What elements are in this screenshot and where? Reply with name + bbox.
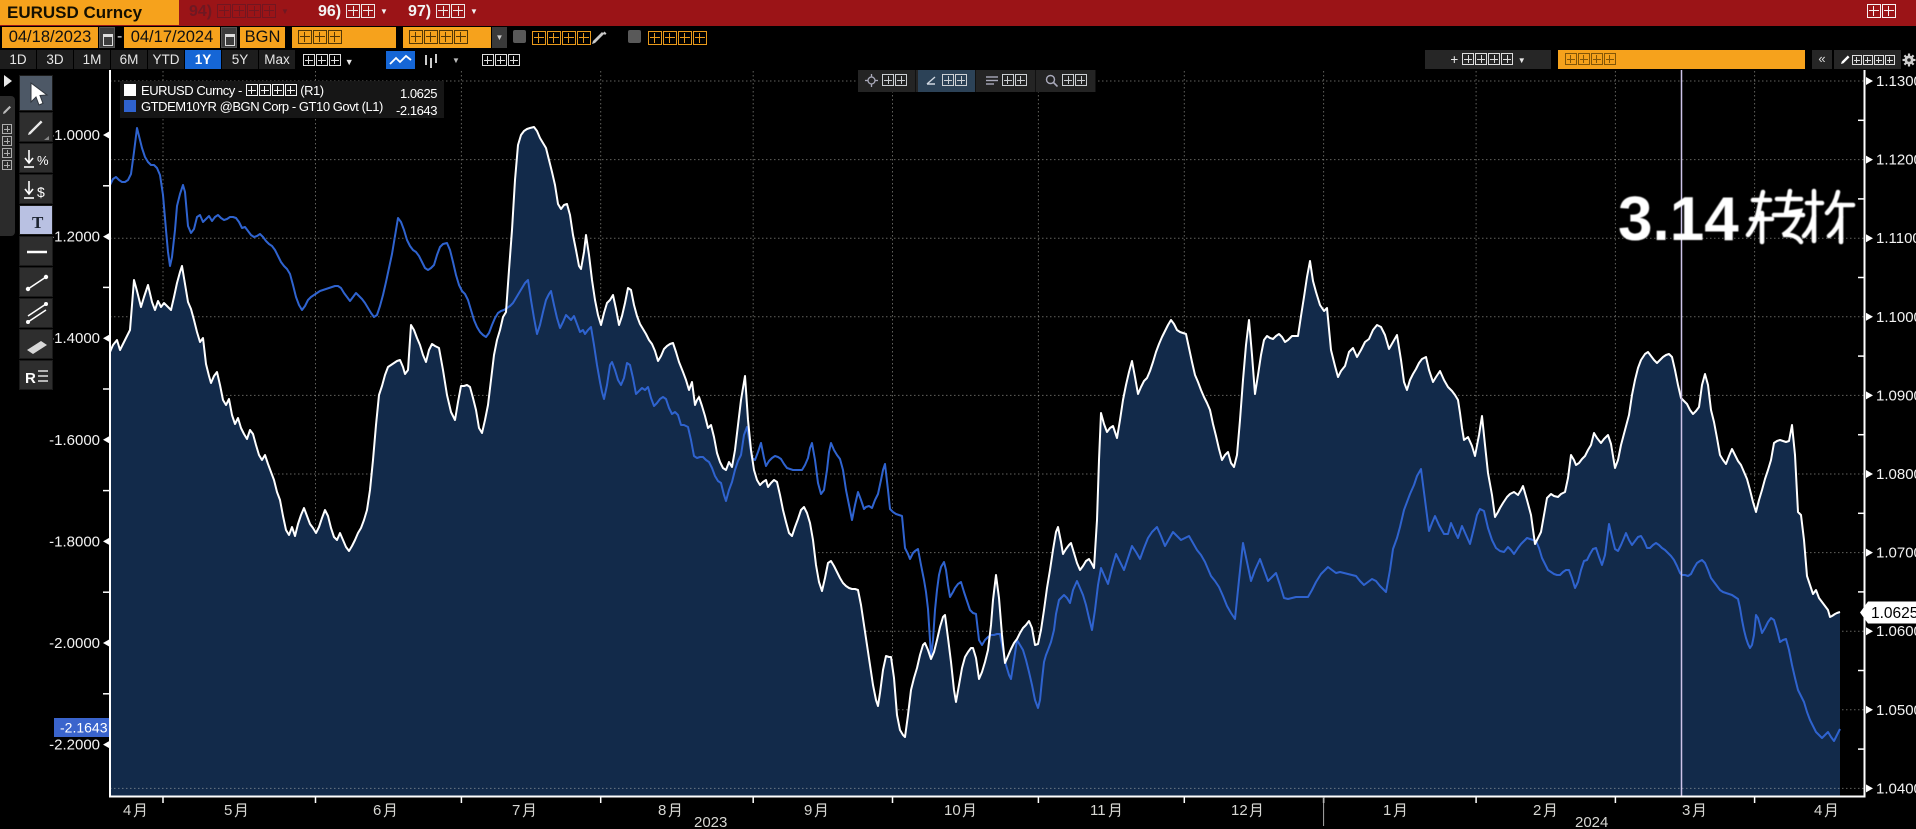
svg-text:1.1200: 1.1200 — [1876, 152, 1916, 169]
svg-text:1.0600: 1.0600 — [1876, 623, 1916, 640]
svg-text:1: 1 — [1383, 802, 1391, 819]
svg-text:1.0900: 1.0900 — [1876, 387, 1916, 404]
svg-text:8: 8 — [658, 802, 666, 819]
svg-text:10: 10 — [944, 802, 961, 819]
svg-text:-1.8000: -1.8000 — [49, 533, 100, 550]
svg-text:1.1300: 1.1300 — [1876, 73, 1916, 90]
svg-text:1.0800: 1.0800 — [1876, 466, 1916, 483]
svg-text:9: 9 — [804, 802, 812, 819]
svg-text:1.1100: 1.1100 — [1876, 230, 1916, 247]
svg-text:-2.0000: -2.0000 — [49, 635, 100, 652]
svg-text:2023: 2023 — [694, 814, 727, 829]
svg-text:11: 11 — [1090, 802, 1106, 819]
svg-text:-1.2000: -1.2000 — [49, 229, 100, 246]
svg-text:2: 2 — [1533, 802, 1541, 819]
svg-text:-2.2000: -2.2000 — [49, 737, 100, 754]
svg-text:-2.1643: -2.1643 — [60, 720, 108, 736]
svg-text:4: 4 — [1814, 802, 1822, 819]
svg-text:T: T — [32, 213, 44, 232]
svg-text:3: 3 — [1682, 802, 1690, 819]
svg-text:$: $ — [37, 184, 45, 200]
svg-text:7: 7 — [512, 802, 520, 819]
svg-text:1.1000: 1.1000 — [1876, 309, 1916, 326]
svg-text:1.0700: 1.0700 — [1876, 545, 1916, 562]
svg-text:R: R — [25, 370, 36, 387]
svg-text:3.14: 3.14 — [1618, 185, 1739, 254]
svg-text:-1.6000: -1.6000 — [49, 432, 100, 449]
svg-text:6: 6 — [373, 802, 381, 819]
svg-text:%: % — [37, 153, 49, 168]
svg-text:5: 5 — [224, 802, 232, 819]
svg-text:-1.0000: -1.0000 — [49, 127, 100, 144]
svg-text:4: 4 — [123, 802, 131, 819]
svg-text:2024: 2024 — [1575, 814, 1608, 829]
svg-text:12: 12 — [1231, 802, 1248, 819]
svg-text:-1.4000: -1.4000 — [49, 330, 100, 347]
svg-text:1.0400: 1.0400 — [1876, 780, 1916, 797]
svg-text:1.0500: 1.0500 — [1876, 702, 1916, 719]
svg-text:1.0625: 1.0625 — [1871, 605, 1916, 622]
